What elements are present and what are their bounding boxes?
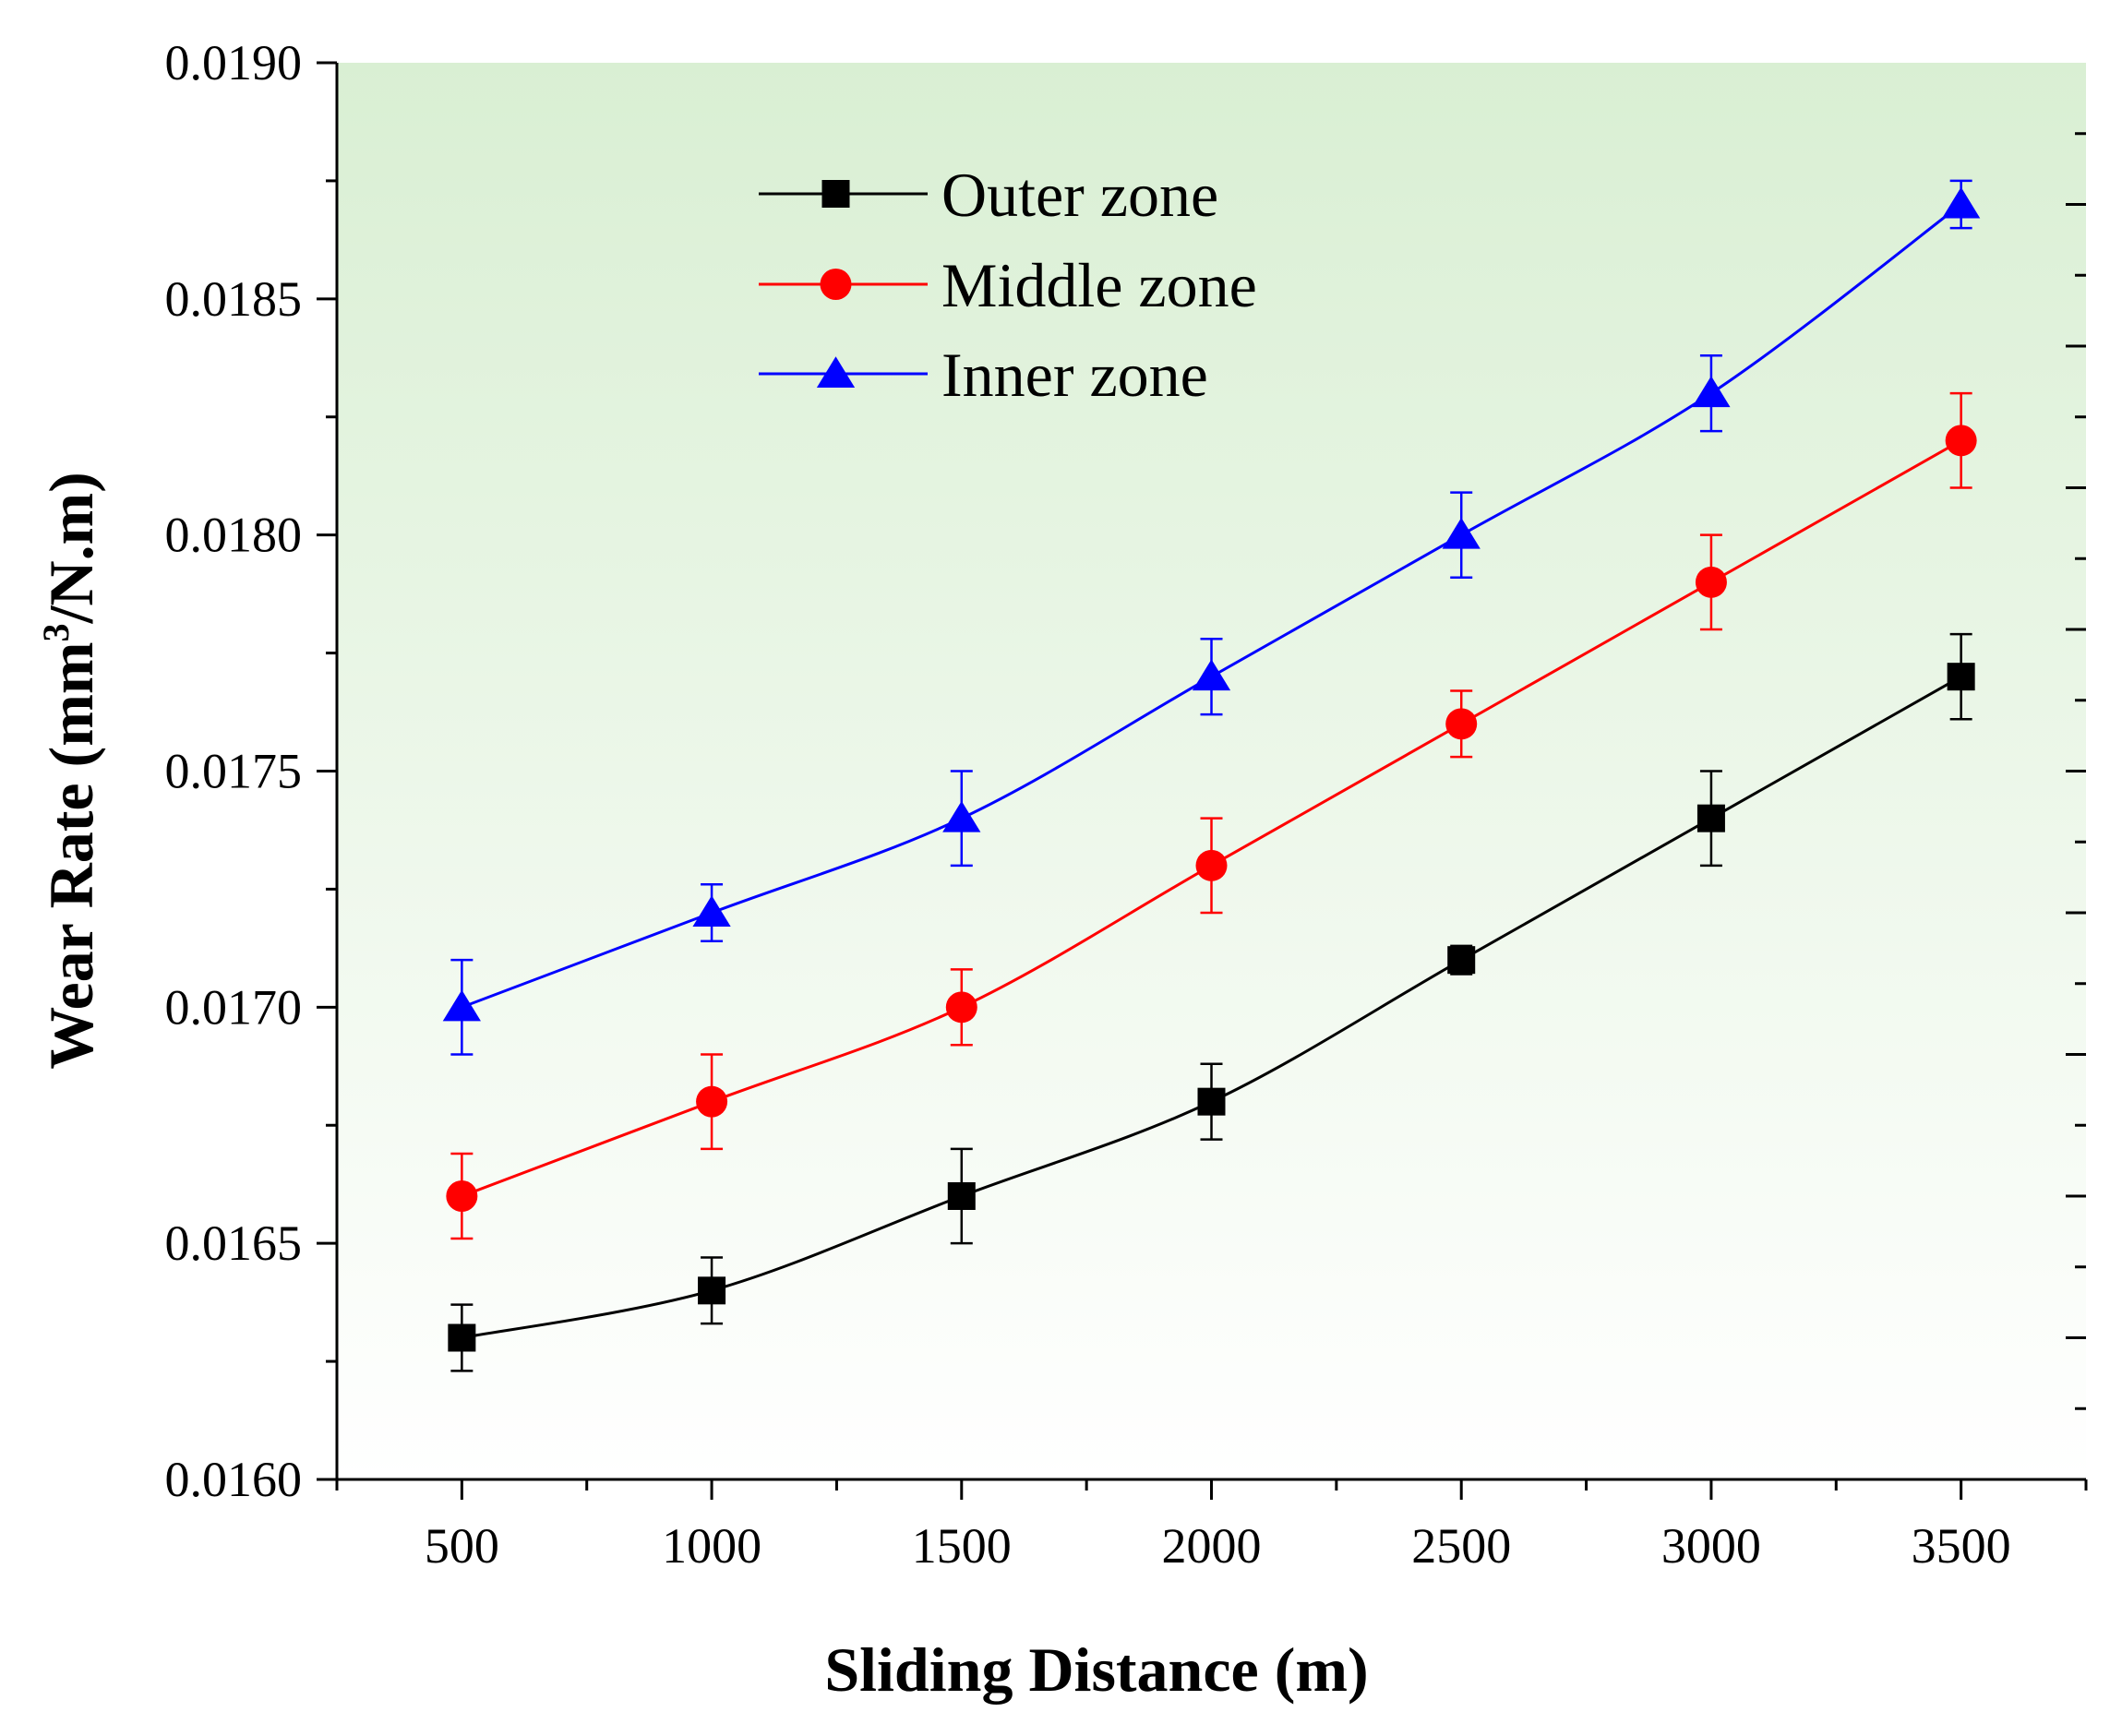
y-tick-label: 0.0180 <box>165 508 303 563</box>
y-tick-label: 0.0185 <box>165 271 303 327</box>
x-tick-label: 1000 <box>662 1518 761 1574</box>
y-tick-label: 0.0170 <box>165 979 303 1035</box>
x-tick-label: 2500 <box>1411 1518 1511 1574</box>
y-axis-title-superscript: 3 <box>35 624 77 642</box>
legend-outer-zone-marker <box>821 180 850 208</box>
outer-zone-point <box>1447 946 1476 975</box>
x-tick-label: 3500 <box>1912 1518 2011 1574</box>
legend-inner-zone-label: Inner zone <box>941 340 1208 410</box>
inner-zone-point <box>442 989 481 1022</box>
middle-zone-point <box>1945 425 1977 457</box>
outer-zone-point <box>448 1323 476 1352</box>
x-tick-label: 1500 <box>912 1518 1012 1574</box>
axes-layer: 500 1000 1500 2000 2500 3000 3500 0.0160 0.0165 0… <box>165 35 2088 1574</box>
x-axis-title: Sliding Distance (m) <box>824 1634 1368 1705</box>
inner-zone-point <box>692 895 731 927</box>
outer-zone-point <box>947 1182 976 1210</box>
middle-zone-point <box>1445 708 1478 740</box>
y-axis-title-main: Wear Rate (mm <box>36 642 106 1070</box>
y-tick-label: 0.0190 <box>165 35 303 90</box>
x-tick-label: 3000 <box>1661 1518 1761 1574</box>
x-tick-label: 2000 <box>1162 1518 1262 1574</box>
y-tick-label: 0.0160 <box>165 1452 303 1507</box>
y-tick-label: 0.0165 <box>165 1215 303 1271</box>
inner-zone-point <box>1192 659 1231 691</box>
plot-layer <box>442 179 1981 1372</box>
y-tick-label: 0.0175 <box>165 744 303 799</box>
outer-zone-point <box>1696 804 1725 832</box>
middle-zone-point <box>1195 849 1228 881</box>
middle-zone-point <box>1695 566 1727 598</box>
legend-middle-zone-label: Middle zone <box>941 250 1257 320</box>
middle-zone-point <box>696 1085 728 1118</box>
legend-inner-zone-marker <box>816 356 856 388</box>
outer-zone-point <box>698 1276 726 1305</box>
y-axis-title-tail: /N.m) <box>36 472 106 624</box>
x-tick-label: 500 <box>425 1518 499 1574</box>
outer-zone-point <box>1197 1087 1226 1116</box>
middle-zone-point <box>446 1180 478 1212</box>
inner-zone-point <box>1692 376 1731 408</box>
inner-zone-point <box>1942 186 1981 219</box>
outer-zone-point <box>1947 663 1975 691</box>
legend-outer-zone-label: Outer zone <box>941 160 1218 230</box>
inner-zone-point <box>942 800 981 832</box>
legend-middle-zone-marker <box>820 269 852 300</box>
y-axis-title: Wear Rate (mm3/N.m) <box>35 472 106 1070</box>
middle-zone-point <box>945 991 977 1024</box>
legend: Outer zone Middle zone Inner zone <box>759 160 1257 410</box>
inner-zone-point <box>1442 517 1481 549</box>
